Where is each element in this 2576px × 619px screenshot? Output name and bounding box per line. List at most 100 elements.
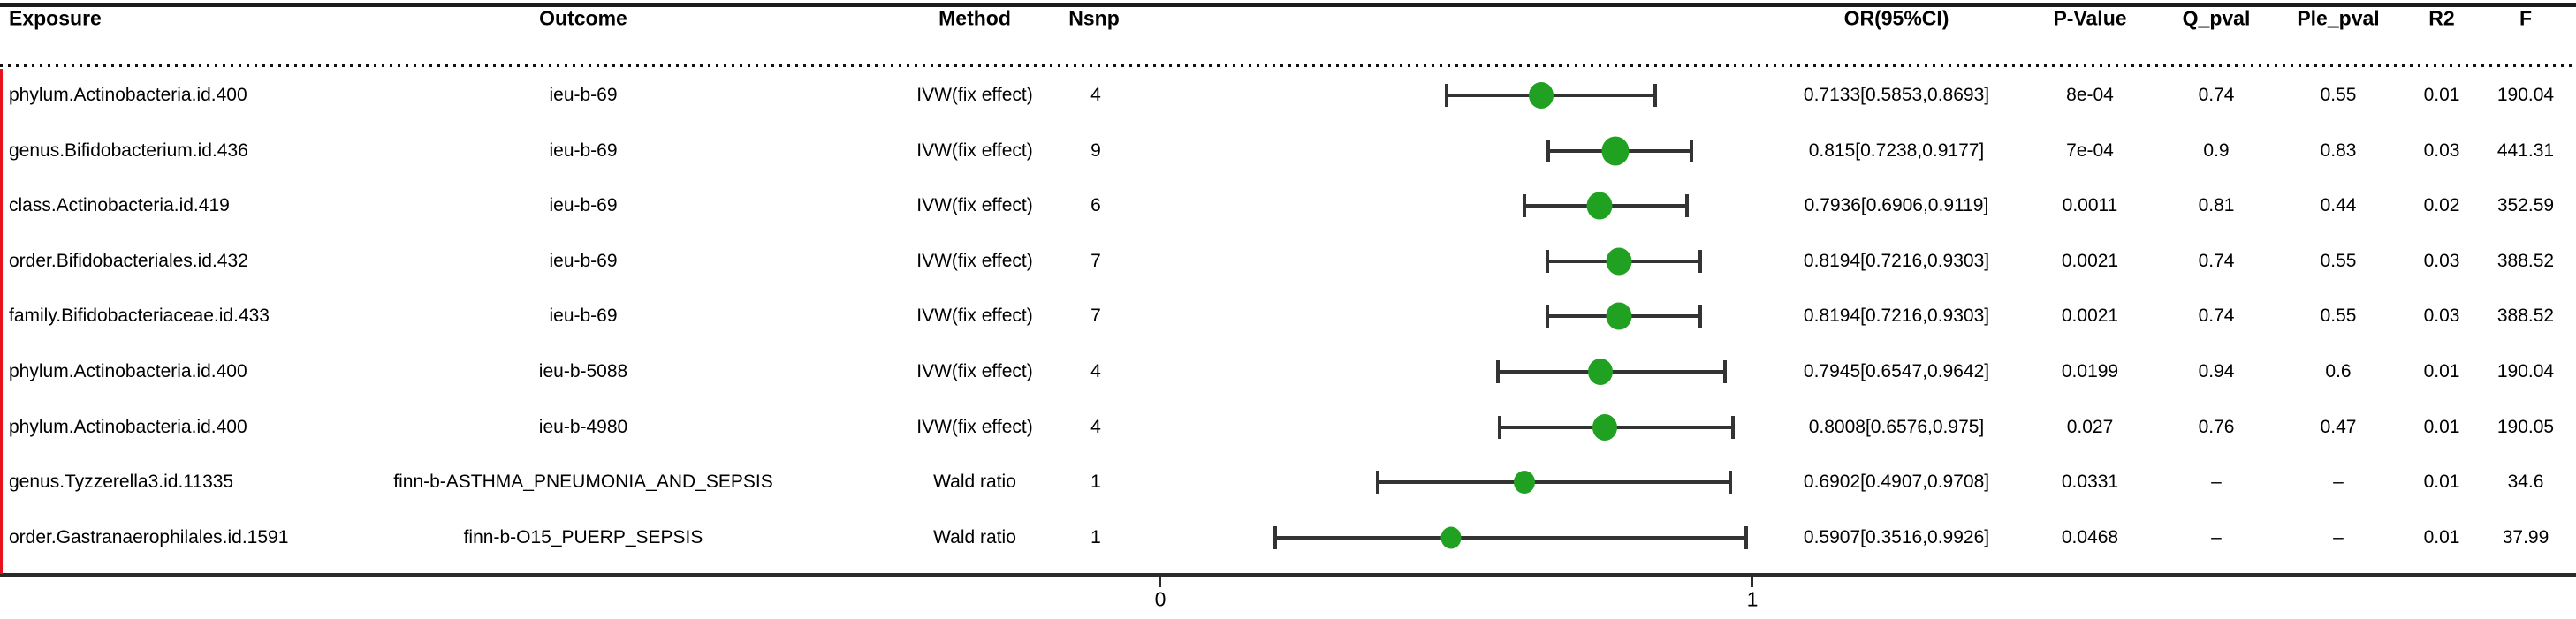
r2-cell: 0.03: [2423, 250, 2460, 271]
ple-pval-cell: –: [2333, 526, 2344, 547]
column-header-method: Method: [938, 6, 1011, 30]
method-cell: IVW(fix effect): [916, 361, 1033, 381]
outcome-cell: ieu-b-5088: [538, 361, 628, 381]
outcome-cell: ieu-b-69: [549, 250, 618, 271]
method-cell: Wald ratio: [933, 472, 1016, 493]
f-cell: 190.05: [2496, 416, 2555, 437]
q-pval-cell: 0.9: [2203, 140, 2230, 161]
ple-pval-cell: 0.55: [2320, 250, 2357, 271]
column-header-outcome: Outcome: [539, 6, 627, 30]
or-ci-cell: 0.8008[0.6576,0.975]: [1808, 416, 1985, 437]
top-border-line: [0, 3, 2576, 7]
or-point-marker: [1528, 82, 1554, 109]
ple-pval-cell: 0.47: [2320, 416, 2357, 437]
nsnp-cell: 6: [1090, 195, 1101, 216]
exposure-cell: order.Bifidobacteriales.id.432: [9, 250, 248, 271]
or-point-marker: [1606, 247, 1632, 276]
column-header-nsnp: Nsnp: [1068, 6, 1120, 30]
exposure-cell: class.Actinobacteria.id.419: [9, 195, 230, 216]
ci-lower-cap: [1445, 84, 1449, 107]
method-cell: IVW(fix effect): [916, 250, 1033, 271]
or-ci-cell: 0.6902[0.4907,0.9708]: [1803, 472, 1990, 493]
exposure-cell: genus.Tyzzerella3.id.11335: [9, 472, 234, 493]
or-point-marker: [1440, 526, 1462, 549]
q-pval-cell: 0.74: [2198, 306, 2235, 327]
p-value-cell: 0.0021: [2061, 250, 2119, 271]
f-cell: 190.04: [2496, 85, 2555, 105]
method-cell: IVW(fix effect): [916, 195, 1033, 216]
r2-cell: 0.01: [2423, 85, 2460, 105]
column-header-p-value: P-Value: [2053, 6, 2127, 30]
ci-upper-cap: [1653, 84, 1658, 107]
ci-lower-cap: [1496, 360, 1501, 383]
q-pval-cell: 0.74: [2198, 85, 2235, 105]
f-cell: 388.52: [2496, 306, 2555, 327]
outcome-cell: ieu-b-69: [549, 306, 618, 327]
ple-pval-cell: 0.55: [2320, 306, 2357, 327]
r2-cell: 0.02: [2423, 195, 2460, 216]
or-ci-cell: 0.7133[0.5853,0.8693]: [1803, 85, 1990, 105]
p-value-cell: 8e-04: [2066, 85, 2114, 105]
or-point-marker: [1588, 359, 1614, 385]
r2-cell: 0.01: [2423, 416, 2460, 437]
column-header-ple-pval: Ple_pval: [2297, 6, 2380, 30]
column-header-q-pval: Q_pval: [2182, 6, 2251, 30]
r2-cell: 0.01: [2423, 526, 2460, 547]
exposure-cell: family.Bifidobacteriaceae.id.433: [9, 306, 270, 327]
outcome-cell: finn-b-O15_PUERP_SEPSIS: [463, 526, 703, 547]
p-value-cell: 0.0331: [2061, 472, 2119, 493]
ci-lower-cap: [1545, 305, 1549, 328]
ci-upper-cap: [1689, 139, 1693, 162]
p-value-cell: 0.027: [2066, 416, 2114, 437]
p-value-cell: 0.0468: [2061, 526, 2119, 547]
ple-pval-cell: 0.6: [2325, 361, 2352, 381]
q-pval-cell: –: [2211, 526, 2222, 547]
column-header-exposure: Exposure: [9, 6, 102, 30]
ci-lower-cap: [1273, 525, 1278, 549]
or-point-marker: [1513, 471, 1535, 494]
q-pval-cell: 0.81: [2198, 195, 2235, 216]
outcome-cell: ieu-b-69: [549, 140, 618, 161]
outcome-cell: finn-b-ASTHMA_PNEUMONIA_AND_SEPSIS: [393, 472, 773, 493]
ci-upper-cap: [1723, 360, 1728, 383]
ci-upper-cap: [1698, 249, 1703, 273]
exposure-cell: phylum.Actinobacteria.id.400: [9, 85, 247, 105]
p-value-cell: 0.0199: [2061, 361, 2119, 381]
f-cell: 352.59: [2496, 195, 2555, 216]
ple-pval-cell: 0.83: [2320, 140, 2357, 161]
column-header-f: F: [2519, 6, 2533, 30]
f-cell: 441.31: [2496, 140, 2555, 161]
or-ci-cell: 0.7936[0.6906,0.9119]: [1804, 195, 1989, 216]
column-header-r2: R2: [2428, 6, 2455, 30]
ci-lower-cap: [1522, 194, 1526, 218]
ci-upper-cap: [1728, 471, 1732, 494]
header-dashed-separator: [0, 64, 2576, 67]
r2-cell: 0.03: [2423, 140, 2460, 161]
method-cell: Wald ratio: [933, 526, 1016, 547]
or-point-marker: [1592, 413, 1618, 441]
ple-pval-cell: 0.44: [2320, 195, 2357, 216]
or-ci-cell: 0.815[0.7238,0.9177]: [1808, 140, 1985, 161]
nsnp-cell: 7: [1090, 306, 1101, 327]
or-ci-cell: 0.8194[0.7216,0.9303]: [1803, 306, 1990, 327]
method-cell: IVW(fix effect): [916, 140, 1033, 161]
q-pval-cell: 0.94: [2198, 361, 2235, 381]
f-cell: 388.52: [2496, 250, 2555, 271]
or-ci-cell: 0.7945[0.6547,0.9642]: [1803, 361, 1990, 381]
outcome-cell: ieu-b-69: [549, 195, 618, 216]
method-cell: IVW(fix effect): [916, 306, 1033, 327]
or-point-marker: [1606, 302, 1632, 330]
q-pval-cell: –: [2211, 472, 2222, 493]
x-axis-tick-label-1: 1: [1746, 587, 1759, 611]
nsnp-cell: 4: [1090, 361, 1101, 381]
ci-upper-cap: [1744, 525, 1748, 549]
x-axis-line: [0, 573, 2576, 577]
p-value-cell: 7e-04: [2066, 140, 2114, 161]
ci-lower-cap: [1375, 471, 1379, 494]
ci-lower-cap: [1546, 139, 1551, 162]
r2-cell: 0.01: [2423, 361, 2460, 381]
ple-pval-cell: 0.55: [2320, 85, 2357, 105]
x-axis-tick-0: [1159, 577, 1161, 587]
x-axis-tick-1: [1751, 577, 1753, 587]
